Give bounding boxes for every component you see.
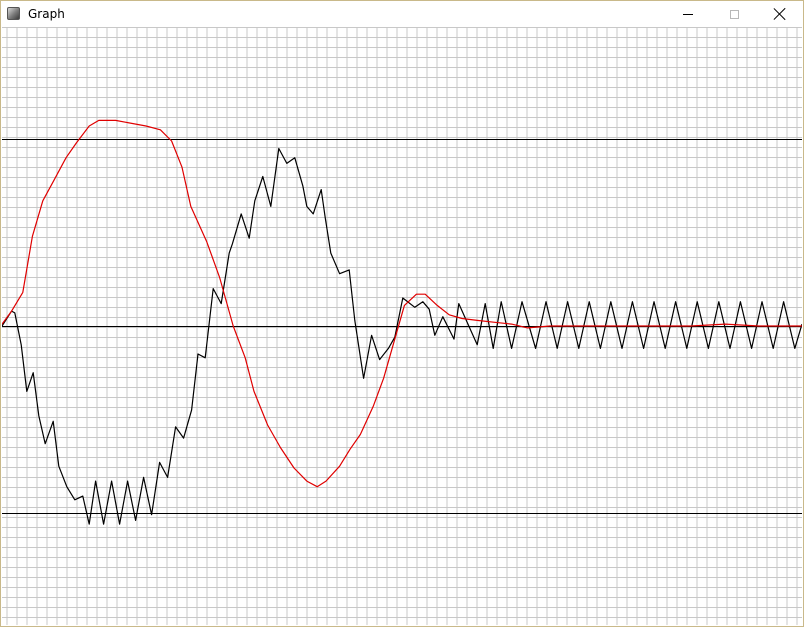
minimize-icon bbox=[683, 13, 693, 15]
series-group bbox=[2, 119, 802, 525]
plot-area bbox=[2, 27, 802, 625]
minimize-button[interactable] bbox=[665, 1, 711, 27]
series-line-red bbox=[2, 119, 802, 488]
maximize-button[interactable] bbox=[711, 1, 757, 27]
window-title: Graph bbox=[28, 7, 65, 21]
maximize-icon bbox=[729, 9, 739, 19]
title-bar[interactable]: Graph bbox=[1, 1, 803, 27]
close-button[interactable] bbox=[757, 1, 803, 27]
close-icon bbox=[774, 8, 786, 20]
series-line-black bbox=[2, 147, 802, 525]
plot-canvas bbox=[2, 27, 802, 625]
app-icon bbox=[7, 7, 20, 20]
